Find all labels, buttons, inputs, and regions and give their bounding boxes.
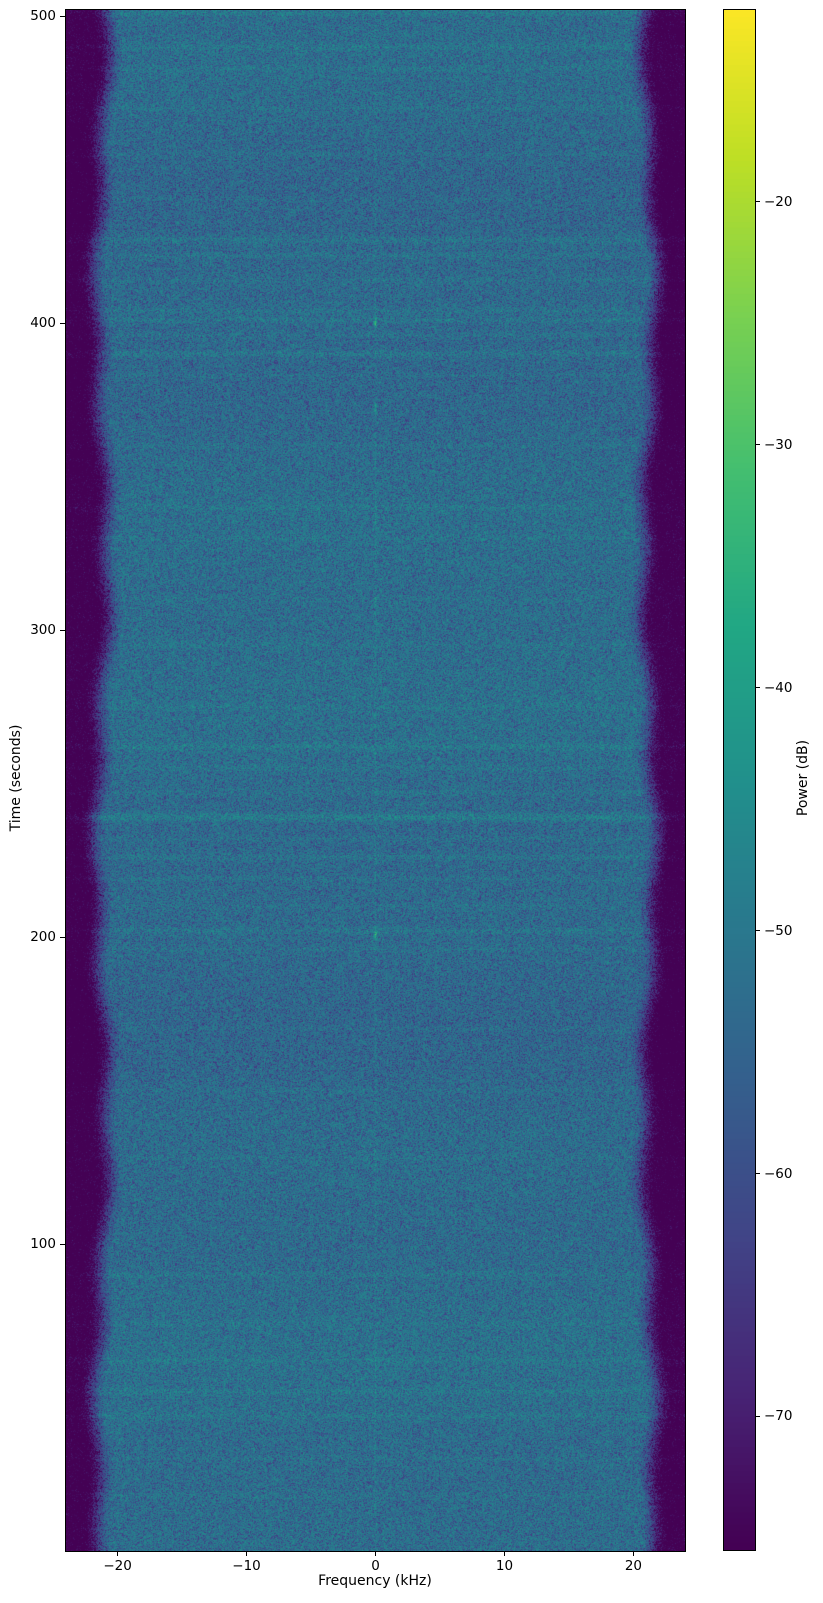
y-axis-label: Time (seconds)	[8, 724, 24, 832]
colorbar-tick-label: −60	[764, 1165, 793, 1182]
y-tick-label: 300	[30, 622, 56, 639]
colorbar	[723, 9, 756, 1551]
x-tick-mark	[117, 1552, 119, 1556]
x-tick-mark	[246, 1552, 248, 1556]
x-axis-label: Frequency (kHz)	[318, 1573, 432, 1589]
y-tick-mark	[60, 936, 65, 938]
colorbar-tick-mark	[756, 201, 760, 203]
colorbar-axis-label: Power (dB)	[795, 739, 811, 817]
x-tick-label: −10	[232, 1558, 261, 1574]
x-tick-label: −20	[103, 1558, 132, 1574]
y-tick-label: 100	[30, 1236, 56, 1253]
y-tick-label: 500	[30, 8, 56, 25]
y-tick-label: 400	[30, 315, 56, 332]
x-tick-mark	[503, 1552, 505, 1556]
x-tick-label: 10	[495, 1558, 514, 1574]
colorbar-tick-mark	[756, 687, 760, 689]
colorbar-tick-label: −50	[764, 922, 793, 939]
x-tick-mark	[632, 1552, 634, 1556]
x-tick-mark	[375, 1552, 376, 1556]
y-tick-mark	[60, 15, 65, 17]
colorbar-tick-mark	[756, 1415, 760, 1417]
colorbar-tick-mark	[756, 930, 760, 932]
y-tick-mark	[60, 629, 65, 631]
colorbar-tick-label: −20	[764, 193, 793, 210]
colorbar-gradient	[724, 10, 755, 1550]
y-tick-label: 200	[30, 929, 56, 946]
plot-area	[65, 9, 686, 1552]
y-tick-mark	[60, 322, 65, 324]
y-tick-mark	[60, 1243, 65, 1245]
x-tick-label: 20	[624, 1558, 642, 1574]
colorbar-tick-mark	[756, 1173, 760, 1174]
colorbar-tick-label: −30	[764, 436, 793, 453]
colorbar-tick-label: −70	[764, 1408, 793, 1425]
colorbar-tick-label: −40	[764, 679, 793, 696]
spectrogram-heatmap	[66, 10, 685, 1551]
x-tick-label: 0	[371, 1558, 380, 1574]
colorbar-tick-mark	[756, 444, 760, 446]
